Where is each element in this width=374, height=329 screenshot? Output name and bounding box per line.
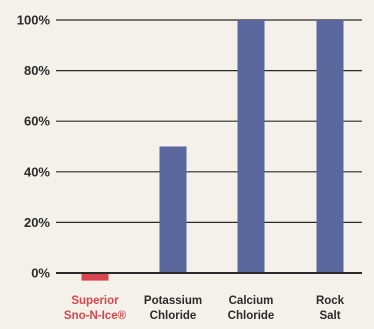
- bar-rock-salt: [316, 20, 344, 273]
- bar-calcium-chloride: [237, 20, 265, 273]
- y-tick-label: 20%: [24, 215, 50, 230]
- category-label: Rock Salt: [316, 295, 345, 322]
- y-tick-label: 60%: [24, 114, 50, 129]
- category-label: Superior Sno-N-Ice®: [64, 295, 127, 322]
- category-label: Calcium Chloride: [228, 295, 275, 322]
- bar-superior-sno-n-ice: [81, 273, 109, 281]
- y-tick-label: 100%: [17, 13, 51, 28]
- y-tick-label: 40%: [24, 164, 50, 179]
- y-tick-label: 0%: [31, 266, 50, 281]
- y-tick-label: 80%: [24, 63, 50, 78]
- category-label: Potassium Chloride: [144, 295, 202, 322]
- bar-potassium-chloride: [159, 146, 187, 273]
